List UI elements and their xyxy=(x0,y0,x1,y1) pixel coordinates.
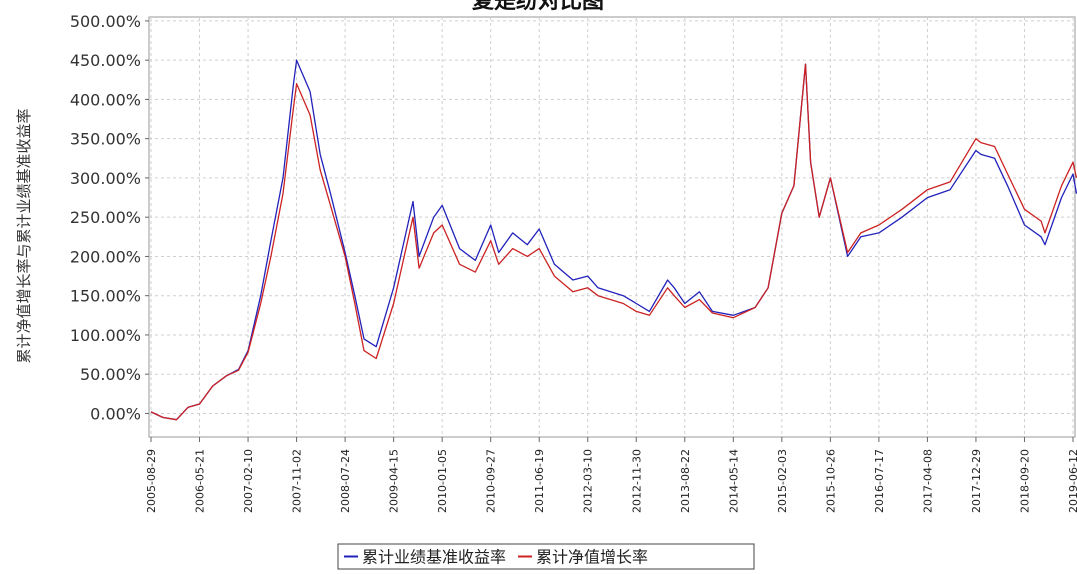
series-line xyxy=(150,59,1077,421)
x-tick-label: 2010-01-05 xyxy=(436,449,449,513)
y-tick-label: 50.00% xyxy=(80,365,141,384)
series-lines xyxy=(150,59,1077,421)
x-tick-label: 2014-05-14 xyxy=(727,449,740,513)
y-tick-label: 100.00% xyxy=(70,326,141,345)
y-tick-label: 400.00% xyxy=(70,90,141,109)
y-tick-label: 300.00% xyxy=(70,169,141,188)
x-tick-label: 2009-04-15 xyxy=(388,449,401,513)
x-tick-label: 2005-08-29 xyxy=(145,449,158,513)
y-tick-label: 250.00% xyxy=(70,208,141,227)
x-tick-label: 2016-07-17 xyxy=(873,449,886,513)
x-tick-label: 2013-08-22 xyxy=(679,449,692,513)
x-tick-label: 2019-06-12 xyxy=(1067,449,1077,513)
x-tick-label: 2010-09-27 xyxy=(485,449,498,513)
x-tick-label: 2015-02-03 xyxy=(776,449,789,513)
plot-area xyxy=(148,16,1076,438)
x-tick-label: 2012-11-30 xyxy=(630,449,643,513)
x-axis-ticks: 2005-08-29 2006-05-21 2007-02-10 2007-11-02… xyxy=(145,437,1077,513)
x-tick-label: 2008-07-24 xyxy=(339,449,352,513)
legend: 累计业绩基准收益率 累计净值增长率 xyxy=(337,543,755,570)
y-tick-label: 450.00% xyxy=(70,51,141,70)
legend-label: 累计业绩基准收益率 xyxy=(362,548,506,567)
legend-label: 累计净值增长率 xyxy=(536,548,648,567)
x-tick-label: 2007-11-02 xyxy=(291,449,304,513)
legend-box xyxy=(337,543,755,570)
y-axis-ticks: 0.00% 50.00% 100.00% 150.00% 200.00% 250.00% 3… xyxy=(70,12,149,423)
series-line xyxy=(150,63,1077,421)
x-tick-label: 2007-02-10 xyxy=(242,449,255,513)
x-tick-label: 2012-03-10 xyxy=(582,449,595,513)
plot-frame xyxy=(148,16,1076,438)
x-tick-label: 2015-10-26 xyxy=(824,449,837,513)
x-tick-label: 2017-04-08 xyxy=(921,449,934,513)
x-tick-label: 2006-05-21 xyxy=(194,449,207,513)
x-tick-label: 2011-06-19 xyxy=(533,449,546,513)
x-tick-label: 2017-12-29 xyxy=(970,449,983,513)
y-tick-label: 0.00% xyxy=(90,404,141,423)
chart-title: 复是纷对比图 xyxy=(471,0,604,14)
y-tick-label: 350.00% xyxy=(70,130,141,149)
y-tick-label: 500.00% xyxy=(70,12,141,31)
x-tick-label: 2018-09-20 xyxy=(1018,449,1031,513)
gridlines xyxy=(149,17,1075,437)
y-tick-label: 150.00% xyxy=(70,287,141,306)
y-axis-label: 累计净值增长率与累计业绩基准收益率 xyxy=(15,108,33,363)
y-tick-label: 200.00% xyxy=(70,247,141,266)
